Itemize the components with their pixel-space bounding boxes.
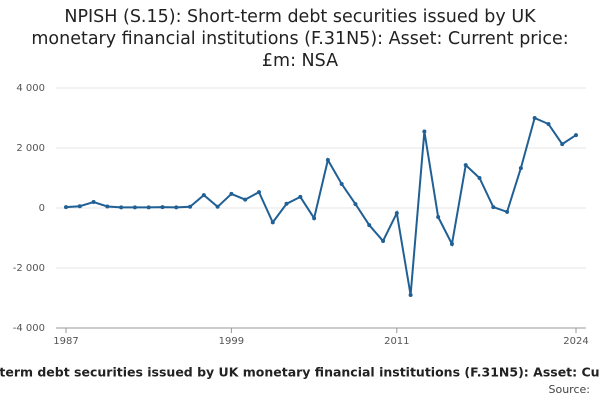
data-point <box>422 129 427 134</box>
data-point <box>270 220 275 225</box>
x-tick-label: 1999 <box>219 336 244 347</box>
data-point <box>64 205 68 210</box>
data-point <box>463 163 468 168</box>
data-point <box>201 193 206 198</box>
data-point <box>146 205 151 210</box>
data-point <box>77 204 82 209</box>
data-point <box>229 191 234 196</box>
data-point <box>449 242 454 246</box>
data-point <box>312 216 317 221</box>
data-point <box>243 197 248 202</box>
data-point <box>284 201 289 206</box>
data-point <box>505 209 510 214</box>
chart-title: NPISH (S.15): Short-term debt securities… <box>31 7 569 71</box>
data-point <box>532 116 537 120</box>
footer-title: NPISH (S.15): Short-term debt securities… <box>0 365 600 380</box>
data-point <box>574 133 578 138</box>
y-tick-label: 4 000 <box>16 83 45 94</box>
data-point <box>477 176 482 180</box>
data-point <box>353 202 358 207</box>
data-point <box>188 204 193 209</box>
data-point <box>174 205 179 210</box>
y-tick-label: 0 <box>39 203 45 214</box>
x-tick-label: 1987 <box>53 336 78 347</box>
data-point <box>491 205 496 210</box>
data-point <box>381 239 386 243</box>
data-point <box>215 204 220 209</box>
data-line <box>65 116 577 296</box>
data-point <box>436 215 441 219</box>
y-tick-label: -2 000 <box>13 263 45 274</box>
data-point <box>91 200 96 204</box>
y-tick-label: -4 000 <box>13 323 45 334</box>
data-point <box>518 166 523 171</box>
data-point <box>325 158 330 162</box>
data-point <box>160 205 165 210</box>
data-point <box>256 190 261 195</box>
data-point <box>546 122 551 126</box>
data-point <box>298 194 303 199</box>
x-tick-label: 2011 <box>384 336 409 347</box>
data-point <box>394 211 399 216</box>
data-point <box>408 293 413 297</box>
source: Source: <box>549 383 591 396</box>
data-point <box>560 142 565 147</box>
x-tick-label: 2024 <box>563 336 588 347</box>
data-point <box>132 205 137 210</box>
data-point <box>367 223 372 228</box>
data-point <box>339 182 344 186</box>
data-point <box>119 205 124 210</box>
y-tick-label: 2 000 <box>16 143 45 154</box>
data-point <box>105 204 110 209</box>
